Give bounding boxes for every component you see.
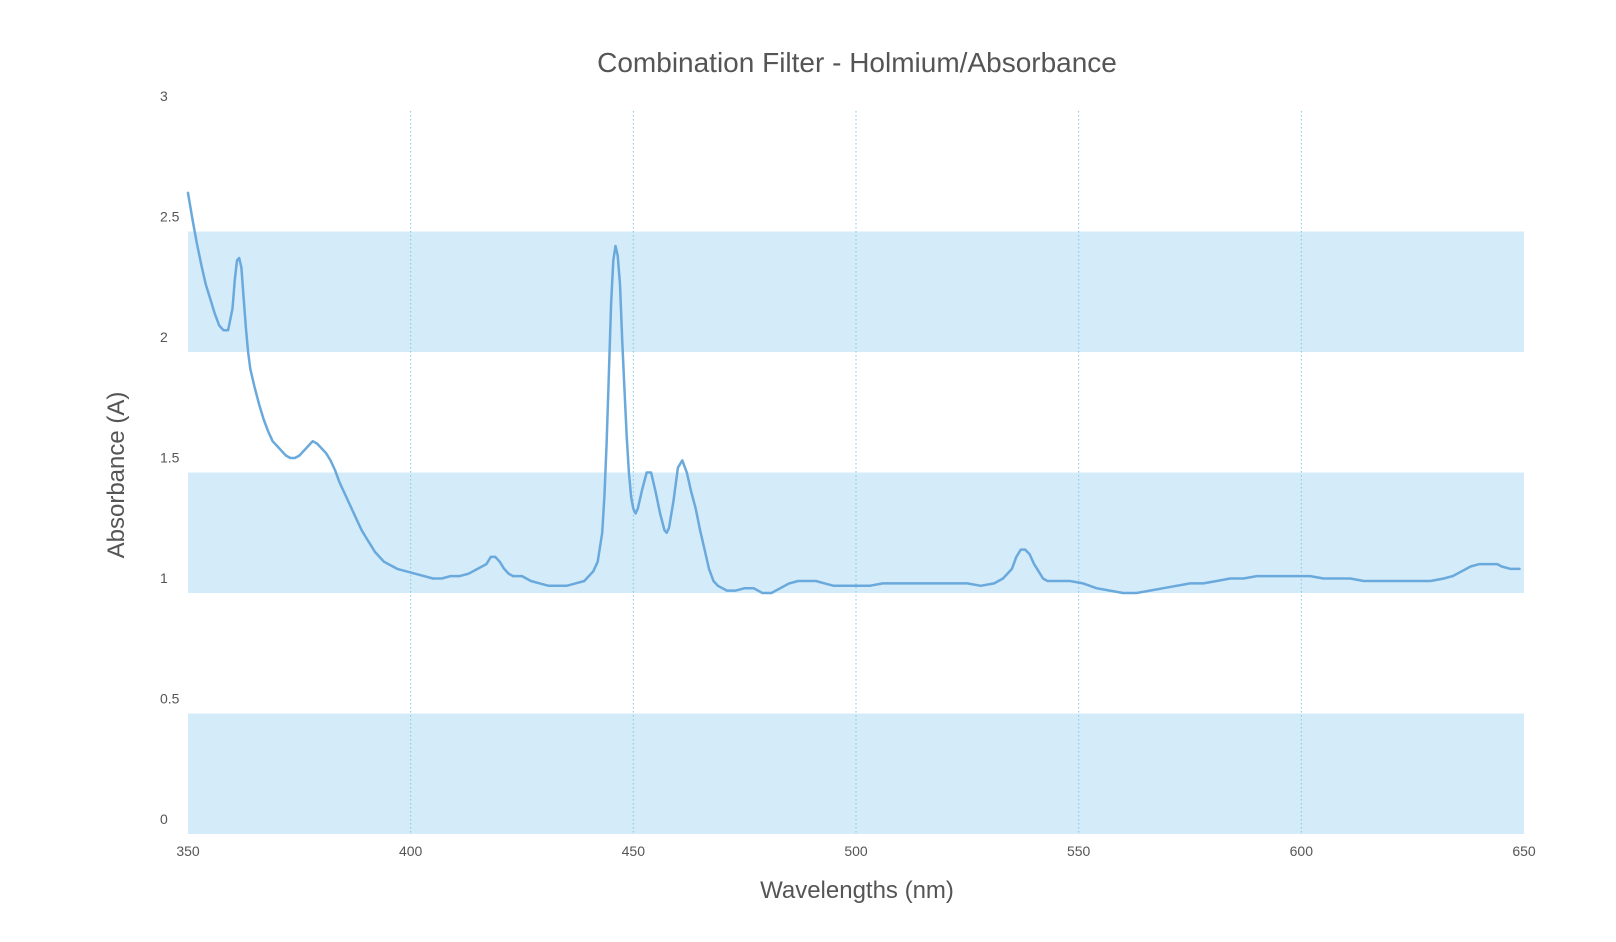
y-tick-label-1.5: 1.5 [160,450,180,466]
chart-title: Combination Filter - Holmium/Absorbance [597,47,1117,78]
y-tick-label-3: 3 [160,88,168,104]
x-tick-label-600: 600 [1290,843,1314,859]
x-tick-label-400: 400 [399,843,423,859]
x-axis-title: Wavelengths (nm) [760,877,954,904]
y-tick-label-0: 0 [160,811,168,827]
y-tick-label-1: 1 [160,570,168,586]
band-0 [188,713,1524,834]
absorbance-series-line [186,191,1521,595]
x-tick-label-350: 350 [176,843,200,859]
y-tick-label-0.5: 0.5 [160,691,180,707]
y-axis-title: Absorbance (A) [103,392,130,559]
x-tick-label-650: 650 [1512,843,1536,859]
y-tick-label-2.5: 2.5 [160,209,180,225]
x-axis-tick-labels: 350 400 450 500 550 600 650 [176,843,1536,859]
x-tick-label-550: 550 [1067,843,1091,859]
vertical-gridlines [410,111,1302,834]
band-1 [188,472,1524,593]
x-tick-label-450: 450 [622,843,646,859]
x-tick-label-500: 500 [844,843,868,859]
y-tick-label-2: 2 [160,329,168,345]
y-axis-tick-labels: 0 0.5 1 1.5 2 2.5 3 [160,88,180,827]
